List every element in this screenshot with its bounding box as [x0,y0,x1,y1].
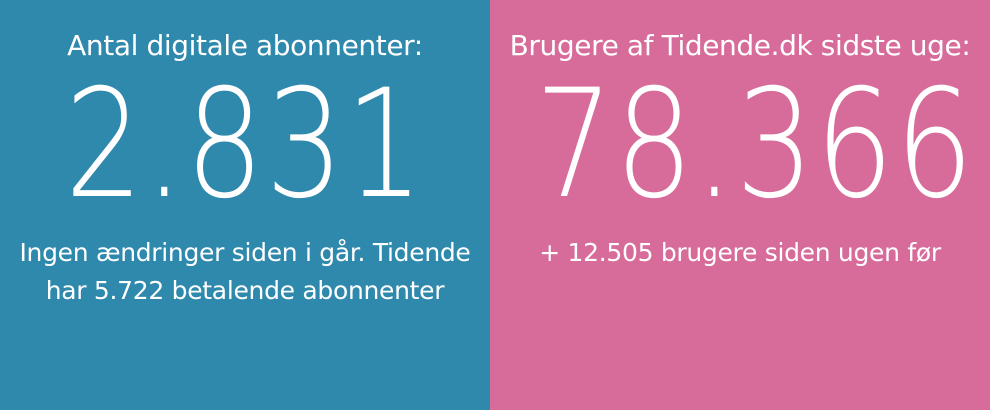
subscribers-heading: Antal digitale abonnenter: [67,29,423,62]
subscribers-count: 2.831 [44,60,446,230]
subscribers-panel: Antal digitale abonnenter: 2.831 Ingen æ… [0,0,490,410]
users-heading: Brugere af Tidende.dk sidste uge: [509,29,971,62]
subscribers-count-value: 2.831 [64,58,426,232]
subscribers-note-line-1: Ingen ændringer siden i går. Tidende [19,238,471,267]
subscribers-note: Ingen ændringer siden i går. Tidende har… [0,234,490,310]
users-count-value: 78.366 [535,58,976,232]
users-note: + 12.505 brugere siden ugen før [490,234,990,272]
subscribers-note-line-2: har 5.722 betalende abonnenter [45,276,445,305]
users-note-line-1: + 12.505 brugere siden ugen før [539,238,941,267]
users-count: 78.366 [535,60,974,230]
users-panel: Brugere af Tidende.dk sidste uge: 78.366… [490,0,990,410]
